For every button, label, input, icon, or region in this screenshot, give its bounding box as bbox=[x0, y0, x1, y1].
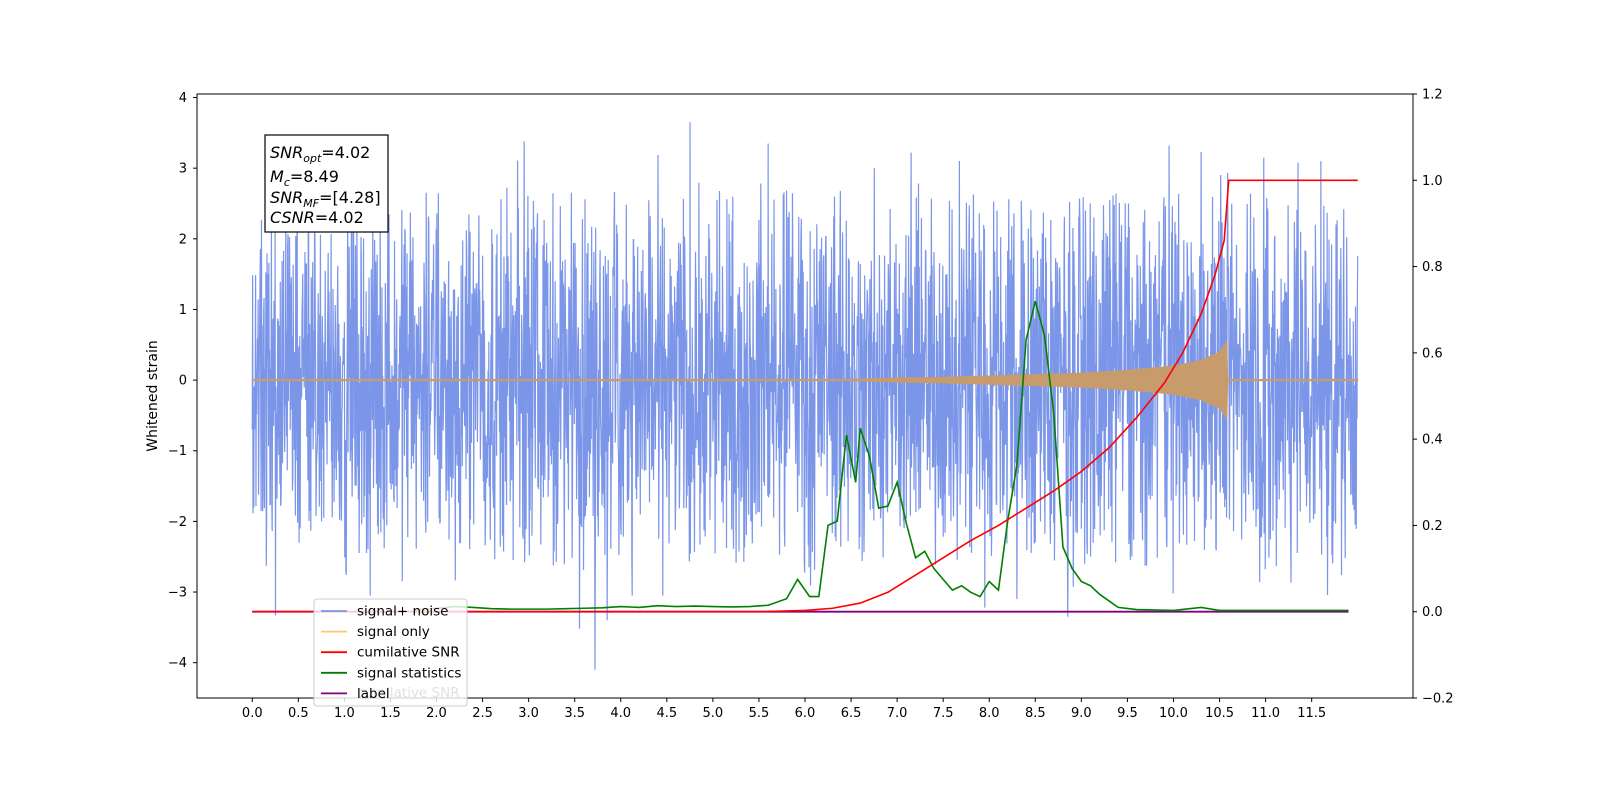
y-right-tick-label: −0.2 bbox=[1422, 692, 1454, 707]
x-tick-label: 5.5 bbox=[749, 706, 770, 721]
y-left-tick-label: 4 bbox=[179, 91, 187, 106]
series-cumulative-snr-line bbox=[252, 179, 1358, 613]
y-right-tick-label: 0.6 bbox=[1422, 346, 1443, 361]
legend-label: signal statistics bbox=[357, 665, 461, 681]
annotation-mc: Mc=8.49 bbox=[270, 167, 339, 189]
x-tick-label: 11.0 bbox=[1251, 706, 1280, 721]
y-right-tick-label: 0.2 bbox=[1422, 519, 1443, 534]
y-right-tick-label: 0.4 bbox=[1422, 433, 1443, 448]
legend-label: cumilative SNR bbox=[357, 645, 460, 661]
series-signal-only-band bbox=[251, 340, 1359, 421]
y-left-tick-label: 1 bbox=[179, 303, 187, 318]
legend: cumilative SNR signal+ noise signal only c… bbox=[313, 598, 468, 707]
x-tick-label: 3.0 bbox=[518, 706, 539, 721]
y-axis-label: Whitened strain bbox=[145, 340, 161, 451]
x-tick-label: 4.5 bbox=[656, 706, 677, 721]
y-right-tick-label: 1.0 bbox=[1422, 174, 1443, 189]
x-tick-label: 11.5 bbox=[1297, 706, 1326, 721]
x-tick-label: 6.0 bbox=[795, 706, 816, 721]
y-left-tick-label: −2 bbox=[168, 515, 187, 530]
y-left-tick-label: 0 bbox=[179, 374, 187, 389]
x-tick-label: 5.0 bbox=[703, 706, 724, 721]
series-signal-statistics-line bbox=[413, 300, 1349, 612]
y-left-tick-label: −3 bbox=[168, 586, 187, 601]
x-tick-label: 7.0 bbox=[887, 706, 908, 721]
x-tick-label: 2.0 bbox=[426, 706, 447, 721]
y-right-tick-label: 0.0 bbox=[1422, 605, 1443, 620]
legend-label: label bbox=[357, 686, 390, 702]
annotation-box: SNRopt=4.02 Mc=8.49 SNRMF=[4.28] CSNR=4.… bbox=[264, 134, 389, 233]
x-tick-label: 4.0 bbox=[610, 706, 631, 721]
x-tick-label: 9.0 bbox=[1071, 706, 1092, 721]
x-tick-label: 2.5 bbox=[472, 706, 493, 721]
legend-label: signal only bbox=[357, 624, 430, 640]
annotation-csnr: CSNR=4.02 bbox=[270, 208, 364, 227]
y-left-tick-label: 2 bbox=[179, 232, 187, 247]
legend-overlapped-text: cumilative SNR bbox=[357, 685, 460, 701]
y-left-tick-label: 3 bbox=[179, 162, 187, 177]
legend-box bbox=[313, 598, 468, 707]
annotation-snr-mf: SNRMF=[4.28] bbox=[270, 188, 381, 210]
x-tick-label: 8.0 bbox=[979, 706, 1000, 721]
x-tick-label: 8.5 bbox=[1025, 706, 1046, 721]
y-left-tick-label: −4 bbox=[168, 656, 187, 671]
x-tick-label: 0.0 bbox=[242, 706, 263, 721]
y-right-tick-label: 1.2 bbox=[1422, 88, 1443, 103]
y-left-tick-label: −1 bbox=[168, 444, 187, 459]
series-signal-noise-line bbox=[251, 122, 1359, 670]
x-tick-label: 1.0 bbox=[334, 706, 355, 721]
x-tick-label: 3.5 bbox=[564, 706, 585, 721]
x-tick-label: 10.0 bbox=[1159, 706, 1188, 721]
x-tick-label: 6.5 bbox=[841, 706, 862, 721]
x-tick-label: 9.5 bbox=[1117, 706, 1138, 721]
x-tick-label: 10.5 bbox=[1205, 706, 1234, 721]
y-right-tick-label: 0.8 bbox=[1422, 260, 1443, 275]
x-tick-label: 1.5 bbox=[380, 706, 401, 721]
annotation-snr-opt: SNRopt=4.02 bbox=[270, 143, 370, 165]
legend-label: signal+ noise bbox=[357, 604, 448, 620]
x-tick-label: 0.5 bbox=[288, 706, 309, 721]
x-tick-label: 7.5 bbox=[933, 706, 954, 721]
